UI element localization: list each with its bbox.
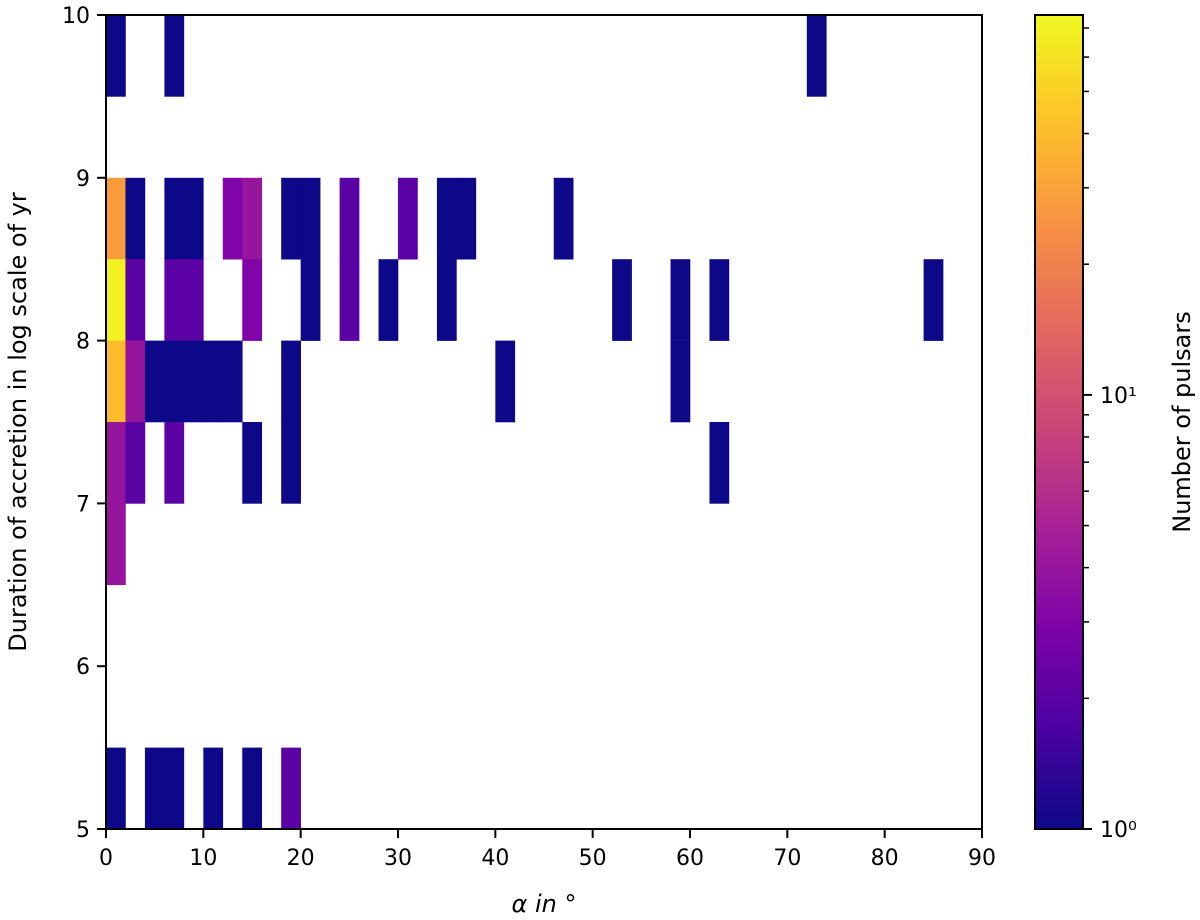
x-tick-label: 80 xyxy=(871,846,899,871)
heatmap-cell xyxy=(923,259,944,341)
heatmap-cell xyxy=(553,177,574,260)
heatmap-cell xyxy=(203,747,224,830)
x-tick-label: 90 xyxy=(968,846,996,871)
y-tick-label: 8 xyxy=(76,330,90,355)
heatmap-cell xyxy=(281,177,301,260)
heatmap-cell xyxy=(339,259,360,341)
heatmap-cell xyxy=(222,177,243,260)
heatmap-cell xyxy=(164,422,185,504)
x-tick-label: 50 xyxy=(579,846,607,871)
y-tick-label: 9 xyxy=(76,167,90,192)
heatmap-cell xyxy=(183,259,204,341)
heatmap-cell xyxy=(164,259,185,341)
heatmap-cell xyxy=(144,747,165,830)
heatmap-cell xyxy=(125,259,146,341)
heatmap-cells xyxy=(106,15,944,830)
x-tick-label: 70 xyxy=(773,846,801,871)
y-tick-label: 10 xyxy=(62,4,90,29)
heatmap-cell xyxy=(106,422,126,504)
heatmap-cell xyxy=(106,177,126,260)
colorbar xyxy=(1034,14,1084,830)
heatmap-cell xyxy=(378,259,399,341)
colorbar-tick-label: 10⁰ xyxy=(1100,818,1137,843)
heatmap-cell xyxy=(806,15,827,97)
heatmap-cell xyxy=(339,177,360,260)
x-tick-label: 10 xyxy=(189,846,217,871)
x-axis: 0 10 20 30 40 50 60 70 80 90 xyxy=(99,829,996,871)
x-axis-label: α in ° xyxy=(512,890,577,918)
heatmap-cell xyxy=(670,340,691,423)
y-axis-label: Duration of accretion in log scale of yr xyxy=(4,192,32,652)
heatmap-cell xyxy=(398,177,418,260)
heatmap-cell xyxy=(242,747,263,830)
x-tick-label: 40 xyxy=(481,846,509,871)
heatmap-cell xyxy=(164,177,185,260)
heatmap-cell xyxy=(242,422,263,504)
heatmap-cell xyxy=(164,340,185,423)
heatmap-cell xyxy=(203,340,224,423)
heatmap-cell xyxy=(281,340,301,423)
heatmap-cell xyxy=(709,422,730,504)
heatmap-cell xyxy=(164,747,185,830)
x-tick-label: 60 xyxy=(676,846,704,871)
heatmap-cell xyxy=(670,259,691,341)
y-tick-label: 6 xyxy=(76,655,90,680)
heatmap-cell xyxy=(144,340,165,423)
heatmap-cell xyxy=(242,177,263,260)
heatmap-cell xyxy=(164,15,185,97)
heatmap-cell xyxy=(106,15,126,97)
y-tick-label: 5 xyxy=(76,818,90,843)
heatmap-cell xyxy=(242,259,263,341)
heatmap-cell xyxy=(300,259,321,341)
heatmap-cell xyxy=(300,177,321,260)
heatmap-cell xyxy=(281,422,301,504)
plot-frame xyxy=(105,14,983,830)
heatmap-cell xyxy=(106,747,126,830)
colorbar-label: Number of pulsars xyxy=(1168,311,1196,533)
heatmap-cell xyxy=(125,422,146,504)
x-tick-label: 20 xyxy=(287,846,315,871)
colorbar-ticks: 10⁰ 10¹ xyxy=(1083,27,1137,843)
heatmap-cell xyxy=(125,177,146,260)
heatmap-cell xyxy=(106,340,126,423)
heatmap-cell xyxy=(222,340,243,423)
x-tick-label: 30 xyxy=(384,846,412,871)
heatmap-cell xyxy=(183,340,204,423)
heatmap-cell xyxy=(436,259,457,341)
y-tick-label: 7 xyxy=(76,492,90,517)
heatmap-cell xyxy=(709,259,730,341)
heatmap-cell xyxy=(456,177,477,260)
colorbar-tick-label: 10¹ xyxy=(1100,384,1137,409)
heatmap-cell xyxy=(125,340,146,423)
heatmap-cell xyxy=(281,747,301,830)
y-axis: 5 6 7 8 9 10 xyxy=(62,4,106,843)
heatmap-cell xyxy=(106,259,126,341)
heatmap-cell xyxy=(495,340,516,423)
x-tick-label: 0 xyxy=(99,846,113,871)
heatmap-cell xyxy=(436,177,457,260)
heatmap-cell xyxy=(106,503,126,586)
heatmap-cell xyxy=(612,259,632,341)
heatmap-cell xyxy=(183,177,204,260)
